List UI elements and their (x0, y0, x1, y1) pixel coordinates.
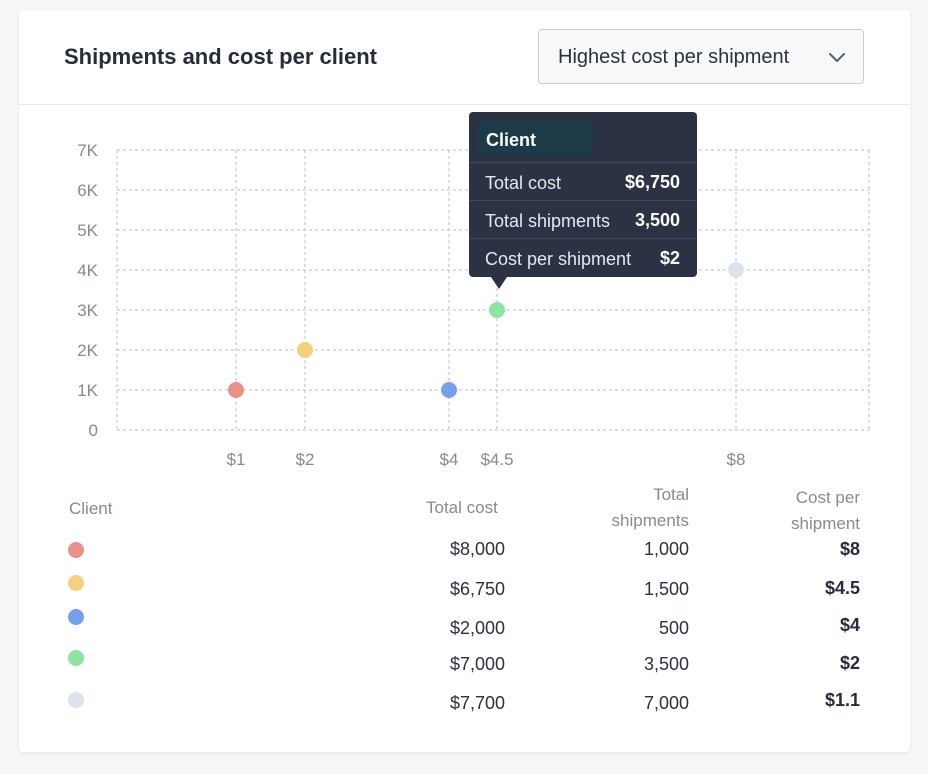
data-point (489, 302, 505, 318)
x-tick-label: $8 (727, 450, 746, 469)
card-header: Shipments and cost per client Highest co… (19, 10, 910, 105)
x-tick-label: $4 (440, 450, 459, 469)
chevron-down-icon (829, 53, 845, 62)
y-tick-label: 7K (77, 141, 98, 160)
col-header-line: Total (653, 485, 689, 504)
y-tick-label: 6K (77, 181, 98, 200)
x-tick-label: $4.5 (480, 450, 513, 469)
cell-total-cost: $6,750 (449, 579, 505, 599)
y-tick-label: 2K (77, 341, 98, 360)
tooltip-title: Client (486, 130, 537, 150)
card-title: Shipments and cost per client (64, 44, 377, 69)
y-tick-label: 3K (77, 301, 98, 320)
cell-total-shipments: 7,000 (643, 693, 689, 713)
client-color-dot (68, 575, 84, 591)
col-header-line: shipment (791, 514, 860, 533)
tooltip-header-bg (478, 121, 592, 155)
cell-cost-per-shipment: $4.5 (824, 578, 860, 598)
tooltip-row-total-cost: Total cost $6,750 (469, 162, 697, 201)
col-header-total-shipments: Total shipments (612, 482, 689, 534)
cell-total-shipments: 1,500 (643, 579, 689, 599)
cell-cost-per-shipment: $4 (839, 615, 860, 635)
cell-total-shipments: 1,000 (643, 539, 689, 559)
sort-dropdown[interactable]: Highest cost per shipment (538, 29, 864, 84)
tooltip-row-cost-per-shipment: Cost per shipment $2 (469, 238, 697, 277)
x-tick-label: $1 (227, 450, 246, 469)
tooltip-row-label: Cost per shipment (485, 249, 632, 269)
scatter-chart: 0 1K 2K 3K 4K 5K 6K 7K $1 $2 $4 $4.5 $8 (77, 141, 870, 469)
tooltip-row-value: $2 (659, 248, 680, 268)
tooltip-arrow (491, 277, 507, 289)
cell-total-cost: $2,000 (449, 618, 505, 638)
data-point (441, 382, 457, 398)
chart-card: Shipments and cost per client Highest co… (19, 10, 910, 752)
x-tick-label: $2 (296, 450, 315, 469)
tooltip-row-value: 3,500 (634, 210, 680, 230)
col-header-line: shipments (611, 511, 689, 530)
data-point (228, 382, 244, 398)
tooltip-row-total-shipments: Total shipments 3,500 (469, 200, 697, 239)
cell-cost-per-shipment: $2 (839, 653, 860, 673)
col-header-total-cost: Total cost (426, 498, 498, 517)
cell-total-shipments: 500 (658, 618, 689, 638)
point-tooltip: Client Total cost $6,750 Total shipments… (469, 112, 697, 277)
col-header-cost-per-shipment: Cost per shipment (791, 485, 860, 537)
cell-cost-per-shipment: $8 (839, 539, 860, 559)
data-point (297, 342, 313, 358)
client-color-dot (68, 609, 84, 625)
cell-total-shipments: 3,500 (643, 654, 689, 674)
client-color-dot (68, 542, 84, 558)
sort-dropdown-label: Highest cost per shipment (558, 46, 790, 68)
col-header-client: Client (69, 499, 113, 518)
tooltip-row-label: Total cost (485, 173, 562, 193)
cell-cost-per-shipment: $1.1 (824, 690, 860, 710)
client-color-dot (68, 692, 84, 708)
cell-total-cost: $8,000 (449, 539, 505, 559)
cell-total-cost: $7,000 (449, 654, 505, 674)
tooltip-row-label: Total shipments (485, 211, 611, 231)
client-color-dot (68, 650, 84, 666)
y-tick-label: 1K (77, 381, 98, 400)
cell-total-cost: $7,700 (449, 693, 505, 713)
y-tick-label: 4K (77, 261, 98, 280)
y-tick-label: 5K (77, 221, 98, 240)
data-point (728, 262, 744, 278)
y-tick-label: 0 (89, 421, 98, 440)
col-header-line: Cost per (795, 488, 860, 507)
tooltip-row-value: $6,750 (624, 172, 680, 192)
